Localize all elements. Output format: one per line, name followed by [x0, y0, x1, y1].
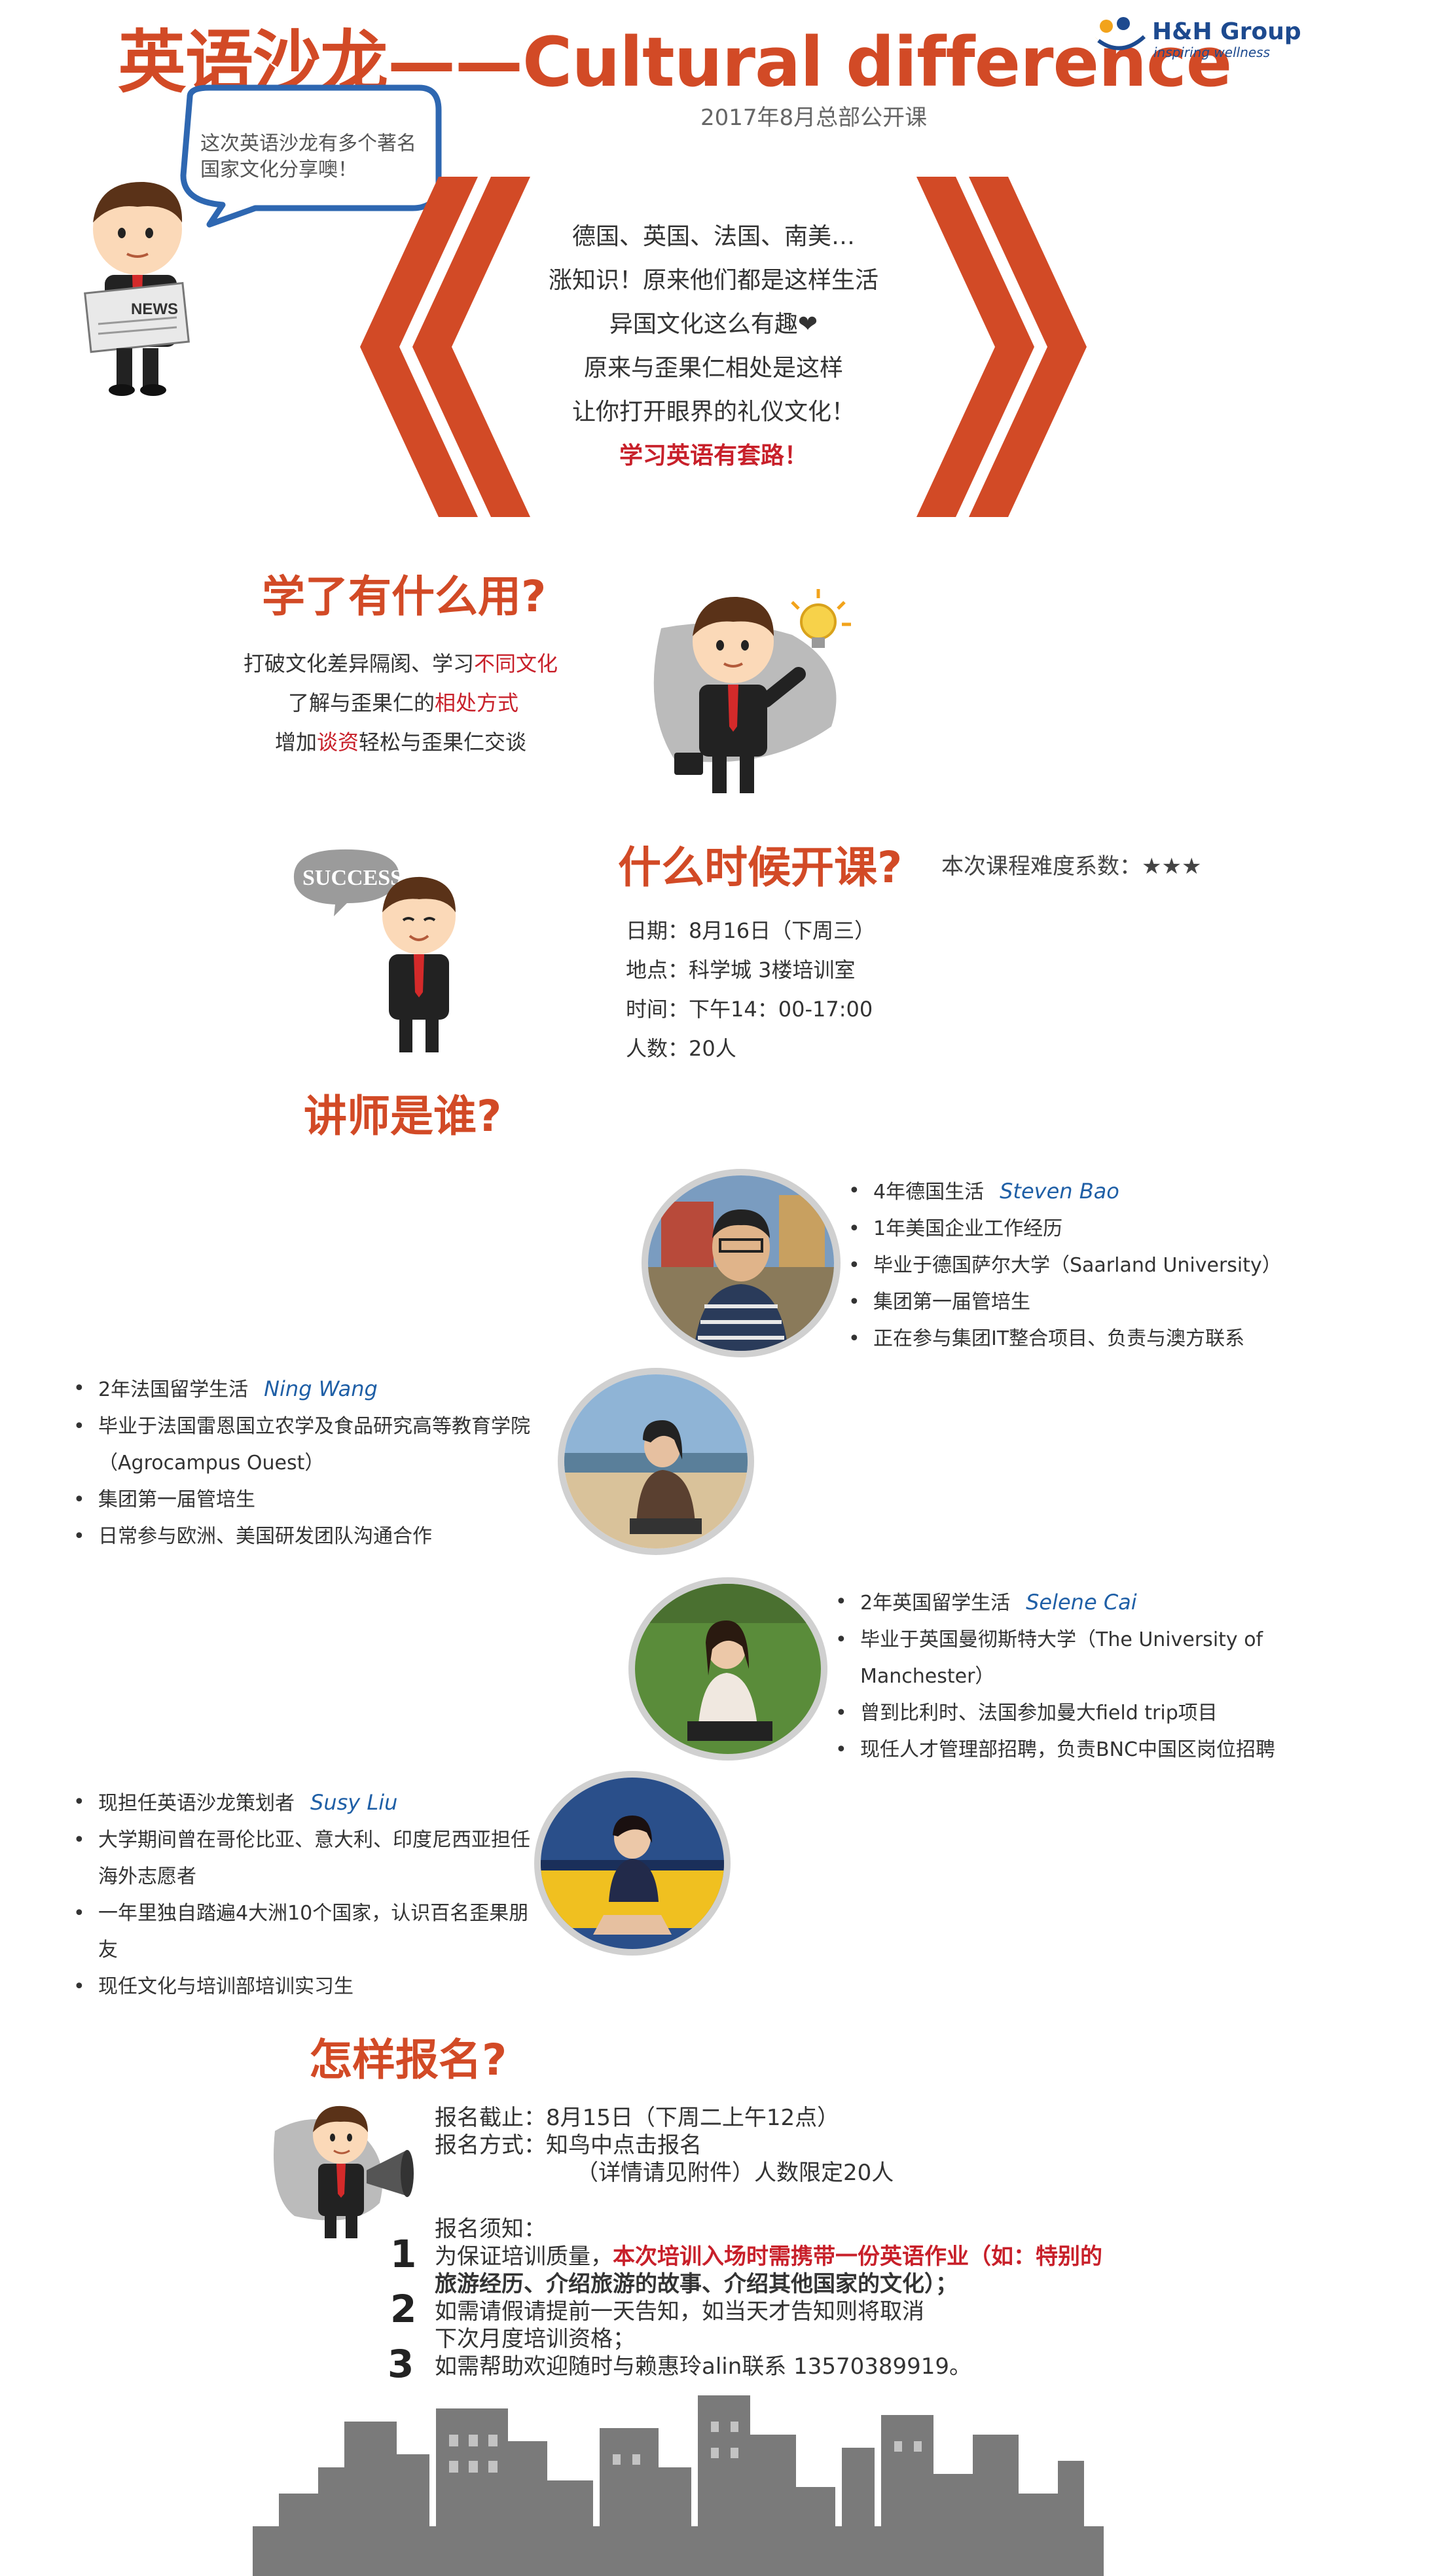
notice-number: 3	[388, 2342, 414, 2386]
difficulty-rating: 本次课程难度系数：★★★	[941, 853, 1202, 880]
notice-item-1-cont: 旅游经历、介绍旅游的故事、介绍其他国家的文化）；	[435, 2271, 958, 2297]
signup-heading: 怎样报名?	[309, 2035, 507, 2085]
bubble-text: 这次英语沙龙有多个著名国家文化分享噢！	[200, 132, 416, 181]
portrait-icon	[564, 1374, 748, 1548]
schedule-time: 时间：下午14：00-17:00	[626, 997, 873, 1022]
teacher-bullet: 现担任英语沙龙策划者 Susy Liu	[73, 1784, 532, 1822]
intro-line: 涨知识！原来他们都是这样生活	[548, 267, 879, 294]
teacher-name: Susy Liu	[310, 1790, 398, 1815]
teacher-bullet: 现任人才管理部招聘，负责BNC中国区岗位招聘	[835, 1732, 1333, 1768]
usage-text: 轻松与歪果仁交谈	[359, 730, 527, 755]
usage-line-1: 打破文化差异隔阂、学习不同文化	[244, 644, 558, 683]
signup-method-note: （详情请见附件）人数限定20人	[576, 2160, 894, 2186]
teacher-name: Ning Wang	[264, 1376, 378, 1401]
businessman-success-icon: SUCCESS	[293, 849, 456, 1052]
teacher-bullet-text: 4年德国生活	[873, 1181, 985, 1204]
teacher-info-steven: 4年德国生活 Steven Bao 1年美国企业工作经历 毕业于德国萨尔大学（Sa…	[848, 1173, 1320, 1357]
usage-highlight: 相处方式	[435, 690, 519, 715]
signup-deadline: 报名截止：8月15日（下周二上午12点）	[435, 2105, 840, 2131]
teacher-bullet: 2年英国留学生活 Selene Cai	[835, 1584, 1333, 1622]
usage-text: 打破文化差异隔阂、学习	[244, 651, 475, 676]
hh-logo-icon	[1095, 17, 1148, 50]
teacher-bullet: 4年德国生活 Steven Bao	[848, 1173, 1320, 1211]
newspaper-label: NEWS	[131, 300, 178, 318]
notice-title: 报名须知：	[435, 2216, 546, 2242]
notice-item-1: 为保证培训质量，本次培训入场时需携带一份英语作业（如：特别的	[435, 2242, 1102, 2271]
schedule-count: 人数：20人	[626, 1036, 736, 1061]
notice-item-3: 如需帮助欢迎随时与赖惠玲alin联系 13570389919。	[435, 2353, 972, 2380]
city-skyline-decoration	[253, 2395, 1104, 2576]
teacher-bullet: 毕业于德国萨尔大学（Saarland University）	[848, 1247, 1320, 1284]
chevron-brackets-decoration	[360, 177, 1087, 517]
page-subtitle: 2017年8月总部公开课	[700, 105, 928, 131]
usage-line-2: 了解与歪果仁的相处方式	[288, 683, 518, 723]
intro-text: 德国、英国、法国、南美… 涨知识！原来他们都是这样生活 异国文化这么有趣❤ 原来…	[511, 215, 916, 478]
portrait-icon	[648, 1175, 834, 1351]
teacher-photo-susy	[541, 1778, 724, 1949]
usage-highlight: 不同文化	[474, 651, 558, 676]
portrait-icon	[635, 1584, 821, 1754]
teacher-bullet: 曾到比利时、法国参加曼大field trip项目	[835, 1695, 1333, 1732]
teacher-bullet: 1年美国企业工作经历	[848, 1211, 1320, 1247]
teacher-photo-selene	[635, 1584, 821, 1754]
schedule-place: 地点：科学城 3楼培训室	[626, 957, 856, 982]
teacher-bullet: 集团第一届管培生	[848, 1284, 1320, 1321]
logo-name: H&H Group	[1152, 18, 1301, 45]
usage-text: 了解与歪果仁的	[288, 690, 435, 715]
teacher-bullet: 现任文化与培训部培训实习生	[73, 1969, 532, 2005]
teacher-bullet-text: 2年法国留学生活	[98, 1378, 249, 1401]
teacher-photo-ning	[564, 1374, 748, 1548]
teacher-bullet-text: 2年英国留学生活	[860, 1592, 1011, 1615]
intro-line: 德国、英国、法国、南美…	[571, 223, 855, 250]
teacher-info-selene: 2年英国留学生活 Selene Cai 毕业于英国曼彻斯特大学（The Unive…	[835, 1584, 1333, 1768]
intro-line: 原来与歪果仁相处是这样	[583, 355, 843, 382]
intro-line: 让你打开眼界的礼仪文化！	[571, 399, 855, 425]
teacher-info-susy: 现担任英语沙龙策划者 Susy Liu 大学期间曾在哥伦比亚、意大利、印度尼西亚担…	[73, 1784, 532, 2005]
teacher-bullet: 集团第一届管培生	[73, 1482, 571, 1518]
usage-heading: 学了有什么用?	[262, 571, 547, 622]
businessman-megaphone-icon	[274, 2105, 414, 2238]
teacher-bullets: 2年英国留学生活 Selene Cai 毕业于英国曼彻斯特大学（The Unive…	[835, 1584, 1333, 1768]
teacher-bullet-text: 现担任英语沙龙策划者	[98, 1792, 295, 1815]
logo-tagline: inspiring wellness	[1153, 45, 1271, 60]
notice-number: 1	[390, 2232, 417, 2276]
teacher-bullet: 2年法国留学生活 Ning Wang	[73, 1370, 571, 1408]
usage-highlight: 谈资	[317, 730, 359, 755]
teachers-heading: 讲师是谁?	[304, 1091, 502, 1141]
notice-item-2-cont: 下次月度培训资格；	[435, 2326, 635, 2352]
usage-line-3: 增加谈资轻松与歪果仁交谈	[275, 723, 526, 762]
teacher-info-ning: 2年法国留学生活 Ning Wang 毕业于法国雷恩国立农学及食品研究高等教育学院…	[73, 1370, 571, 1555]
success-label: SUCCESS	[302, 866, 403, 890]
notice-highlight: 本次培训入场时需携带一份英语作业（如：特别的	[613, 2244, 1102, 2270]
schedule-date: 日期：8月16日（下周三）	[626, 918, 876, 943]
teacher-bullet: 毕业于法国雷恩国立农学及食品研究高等教育学院（Agrocampus Ouest）	[73, 1408, 571, 1482]
notice-text: 为保证培训质量，	[435, 2244, 613, 2270]
intro-line: 异国文化这么有趣❤	[609, 311, 818, 338]
businessman-newspaper-icon: NEWS	[84, 181, 190, 396]
teacher-name: Steven Bao	[1000, 1179, 1119, 1204]
businessman-idea-icon	[653, 589, 851, 793]
teacher-name: Selene Cai	[1026, 1590, 1137, 1615]
teacher-bullet: 一年里独自踏遍4大洲10个国家，认识百名歪果朋友	[73, 1895, 532, 1969]
teacher-photo-steven	[648, 1175, 834, 1351]
teacher-bullet: 日常参与欧洲、美国研发团队沟通合作	[73, 1518, 571, 1555]
teacher-bullet: 毕业于英国曼彻斯特大学（The University of Manchester…	[835, 1622, 1292, 1695]
intro-highlight: 学习英语有套路！	[619, 442, 808, 469]
teacher-bullets: 2年法国留学生活 Ning Wang 毕业于法国雷恩国立农学及食品研究高等教育学院…	[73, 1370, 571, 1555]
notice-item-2: 如需请假请提前一天告知，如当天才告知则将取消	[435, 2299, 924, 2325]
teacher-bullets: 4年德国生活 Steven Bao 1年美国企业工作经历 毕业于德国萨尔大学（Sa…	[848, 1173, 1320, 1357]
usage-text: 增加	[275, 730, 317, 755]
signup-method: 报名方式：知鸟中点击报名	[435, 2132, 702, 2158]
teacher-bullet: 大学期间曾在哥伦比亚、意大利、印度尼西亚担任海外志愿者	[73, 1822, 532, 1895]
portrait-icon	[541, 1778, 724, 1949]
teacher-bullet: 正在参与集团IT整合项目、负责与澳方联系	[848, 1321, 1320, 1357]
teacher-bullets: 现担任英语沙龙策划者 Susy Liu 大学期间曾在哥伦比亚、意大利、印度尼西亚担…	[73, 1784, 532, 2005]
notice-number: 2	[390, 2287, 417, 2331]
schedule-heading: 什么时候开课?	[618, 842, 903, 893]
